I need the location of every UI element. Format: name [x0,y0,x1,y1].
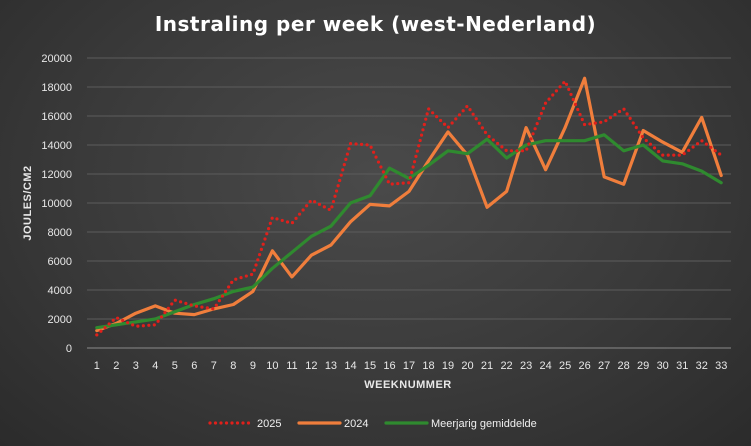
x-tick-label: 5 [172,360,178,372]
x-tick-labels: 1 2 3 4 5 6 7 8 9 10 11 12 13 14 15 16 17 18 19 20 21 22 23 24 2… [94,360,728,372]
x-tick-label: 23 [520,360,532,372]
x-tick-label: 22 [500,360,512,372]
x-tick-label: 12 [305,360,317,372]
legend: 2025 2024 Meerjarig gemiddelde [208,418,537,430]
x-tick-label: 18 [422,360,434,372]
x-tick-label: 19 [442,360,454,372]
x-tick-label: 1 [94,360,100,372]
x-tick-label: 24 [539,360,551,372]
x-tick-label: 13 [325,360,337,372]
y-tick-label: 6000 [48,256,72,268]
x-tick-label: 7 [211,360,217,372]
y-axis-label: JOULES/CM2 [22,165,34,240]
legend-label: Meerjarig gemiddelde [431,418,537,430]
x-tick-label: 9 [250,360,256,372]
x-tick-label: 33 [715,360,727,372]
series-lines [95,76,723,337]
x-tick-label: 10 [266,360,278,372]
y-tick-label: 18000 [41,82,72,94]
series-line-2024 [95,76,723,333]
y-tick-label: 10000 [41,198,72,210]
x-tick-label: 16 [383,360,395,372]
y-tick-label: 2000 [48,314,72,326]
x-tick-label: 20 [461,360,473,372]
x-tick-label: 31 [676,360,688,372]
y-tick-label: 20000 [41,53,72,65]
x-tick-label: 2 [113,360,119,372]
legend-label: 2024 [344,418,368,430]
legend-label: 2025 [257,418,281,430]
y-tick-label: 8000 [48,227,72,239]
x-tick-label: 15 [364,360,376,372]
y-tick-labels: 0 2000 4000 6000 8000 10000 12000 14000 16000 180… [41,53,72,355]
x-tick-label: 26 [579,360,591,372]
x-tick-label: 3 [133,360,139,372]
x-axis-label: WEEKNUMMER [364,379,452,391]
x-tick-label: 4 [152,360,158,372]
y-tick-label: 4000 [48,285,72,297]
x-tick-label: 30 [657,360,669,372]
x-tick-label: 6 [191,360,197,372]
x-tick-label: 25 [559,360,571,372]
y-tick-label: 14000 [41,140,72,152]
y-tick-label: 12000 [41,169,72,181]
x-tick-label: 8 [230,360,236,372]
y-tick-label: 16000 [41,111,72,123]
x-tick-label: 11 [286,360,297,372]
chart-title: Instraling per week (west-Nederland) [155,12,596,36]
x-tick-label: 14 [344,360,356,372]
x-tick-label: 32 [696,360,708,372]
x-tick-label: 27 [598,360,610,372]
gridlines [87,57,731,349]
x-tick-label: 28 [618,360,630,372]
x-tick-label: 17 [403,360,415,372]
y-tick-label: 0 [66,343,72,355]
series-line-2025 [95,79,723,337]
x-tick-label: 29 [637,360,649,372]
x-tick-label: 21 [481,360,493,372]
series-line-meerjarig-gemiddelde [95,133,723,330]
